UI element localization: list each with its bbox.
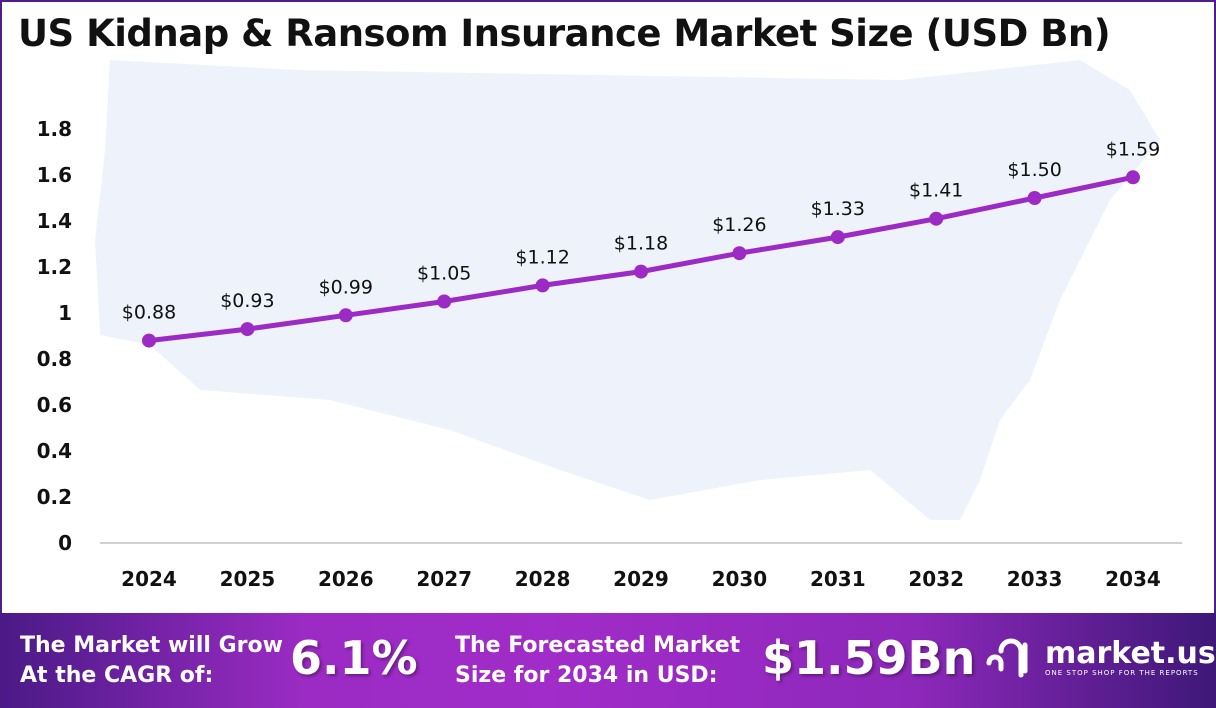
y-tick-label: 0.4: [37, 439, 72, 463]
footer-banner: The Market will Grow At the CAGR of: 6.1…: [0, 613, 1216, 708]
line-chart: 0 0.2 0.4 0.6 0.8 1 1.2 1.4 1.6 1.8 2024 2025 2026 2…: [37, 60, 1182, 591]
data-label: $1.26: [712, 214, 766, 236]
cagr-label-line1: The Market will Grow: [20, 633, 283, 658]
logo-icon: [986, 638, 1028, 678]
cagr-value: 6.1%: [290, 631, 418, 685]
x-tick-label: 2029: [613, 567, 669, 591]
y-tick-label: 1.6: [37, 163, 72, 187]
x-tick-label: 2025: [220, 567, 276, 591]
forecast-label-line2: Size for 2034 in USD:: [455, 663, 718, 688]
data-point: [732, 246, 747, 261]
y-tick-label: 0: [58, 531, 72, 555]
data-label: $0.88: [122, 302, 176, 324]
x-tick-label: 2024: [121, 567, 177, 591]
forecast-value: $1.59Bn: [762, 631, 976, 685]
data-label: $1.50: [1007, 159, 1061, 181]
data-point: [338, 308, 353, 323]
us-map-background: [95, 60, 1160, 520]
x-tick-label: 2034: [1105, 567, 1161, 591]
data-label: $1.05: [417, 263, 471, 285]
data-label: $1.59: [1106, 138, 1160, 160]
data-label: $1.33: [811, 198, 865, 220]
logo-name: market.us: [1045, 636, 1216, 671]
y-tick-label: 1: [58, 301, 72, 325]
logo-tagline: ONE STOP SHOP FOR THE REPORTS: [1045, 669, 1199, 677]
data-label: $1.41: [909, 180, 963, 202]
y-tick-label: 0.8: [37, 347, 72, 371]
data-point: [240, 322, 255, 337]
y-tick-label: 0.6: [37, 393, 72, 417]
x-tick-label: 2031: [810, 567, 866, 591]
data-point: [535, 278, 550, 293]
cagr-label-line2: At the CAGR of:: [20, 663, 214, 688]
data-point: [437, 294, 452, 309]
data-label: $0.93: [220, 290, 274, 312]
y-tick-label: 1.2: [37, 255, 72, 279]
x-tick-label: 2028: [515, 567, 571, 591]
data-point: [142, 333, 156, 348]
y-tick-label: 0.2: [37, 485, 72, 509]
chart-title: US Kidnap & Ransom Insurance Market Size…: [18, 12, 1111, 55]
y-tick-label: 1.8: [37, 117, 72, 141]
data-label: $1.12: [515, 246, 569, 268]
x-tick-label: 2033: [1007, 567, 1063, 591]
market-us-logo: market.us ONE STOP SHOP FOR THE REPORTS: [985, 635, 1216, 681]
x-tick-label: 2027: [416, 567, 472, 591]
x-tick-label: 2030: [712, 567, 768, 591]
data-point: [830, 230, 845, 245]
data-point: [1126, 170, 1140, 185]
x-tick-label: 2026: [318, 567, 374, 591]
data-point: [929, 211, 944, 226]
data-point: [634, 264, 648, 279]
x-tick-label: 2032: [908, 567, 964, 591]
data-label: $0.99: [319, 276, 373, 298]
y-tick-label: 1.4: [37, 209, 72, 233]
forecast-label-line1: The Forecasted Market: [455, 633, 741, 658]
data-point: [1027, 191, 1042, 205]
data-label: $1.18: [614, 233, 668, 255]
